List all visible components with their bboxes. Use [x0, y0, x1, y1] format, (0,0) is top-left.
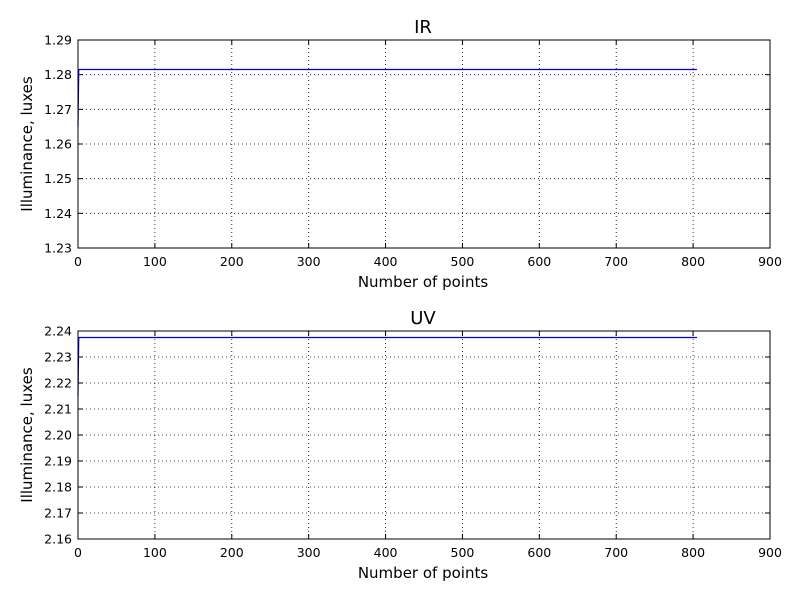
ir-y-tick-label: 1.29	[44, 33, 72, 48]
ir-series-line	[77, 68, 697, 127]
uv-chart-title: UV	[410, 308, 436, 329]
ir-x-tick-label: 100	[143, 254, 167, 269]
uv-y-tick-label: 2.23	[44, 350, 72, 365]
ir-y-tick-label: 1.25	[44, 171, 72, 186]
uv-y-tick-label: 2.24	[44, 324, 72, 339]
ir-plot-frame	[77, 39, 771, 249]
ir-y-tick-label: 1.24	[44, 206, 72, 221]
ir-x-tick-label: 500	[451, 254, 475, 269]
uv-x-tick-label: 100	[143, 545, 167, 560]
uv-y-tick-label: 2.17	[44, 506, 72, 521]
ir-x-tick-label: 900	[758, 254, 782, 269]
uv-x-tick-label: 0	[74, 545, 82, 560]
ir-y-tick-label: 1.28	[44, 67, 72, 82]
ir-x-tick-label: 200	[220, 254, 244, 269]
uv-series-line	[77, 336, 697, 397]
uv-x-axis-label: Number of points	[358, 564, 489, 582]
uv-y-tick-label: 2.20	[44, 428, 72, 443]
uv-x-tick-label: 300	[297, 545, 321, 560]
uv-y-tick-label: 2.22	[44, 376, 72, 391]
ir-x-tick-label: 600	[527, 254, 551, 269]
ir-x-tick-label: 400	[374, 254, 398, 269]
ir-x-tick-label: 800	[681, 254, 705, 269]
uv-x-tick-label: 200	[220, 545, 244, 560]
uv-x-tick-label: 600	[527, 545, 551, 560]
uv-y-tick-label: 2.21	[44, 402, 72, 417]
uv-x-tick-label: 400	[374, 545, 398, 560]
ir-x-axis-label: Number of points	[358, 273, 489, 291]
ir-x-tick-label: 0	[74, 254, 82, 269]
ir-x-tick-label: 700	[604, 254, 628, 269]
ir-y-tick-label: 1.27	[44, 102, 72, 117]
uv-x-tick-label: 800	[681, 545, 705, 560]
ir-y-tick-label: 1.26	[44, 137, 72, 152]
uv-y-tick-label: 2.18	[44, 480, 72, 495]
ir-chart: IR Number of points Illuminance, luxes 0…	[18, 17, 782, 291]
uv-x-tick-label: 900	[758, 545, 782, 560]
uv-chart: UV Number of points Illuminance, luxes 0…	[18, 308, 782, 582]
uv-y-tick-label: 2.16	[44, 532, 72, 547]
uv-y-axis-label: Illuminance, luxes	[18, 367, 36, 503]
uv-y-tick-label: 2.19	[44, 454, 72, 469]
uv-x-tick-label: 700	[604, 545, 628, 560]
uv-plot-frame	[77, 330, 771, 540]
ir-y-tick-label: 1.23	[44, 241, 72, 256]
ir-x-tick-label: 300	[297, 254, 321, 269]
ir-y-axis-label: Illuminance, luxes	[18, 76, 36, 212]
uv-x-tick-label: 500	[451, 545, 475, 560]
ir-chart-title: IR	[414, 17, 432, 38]
